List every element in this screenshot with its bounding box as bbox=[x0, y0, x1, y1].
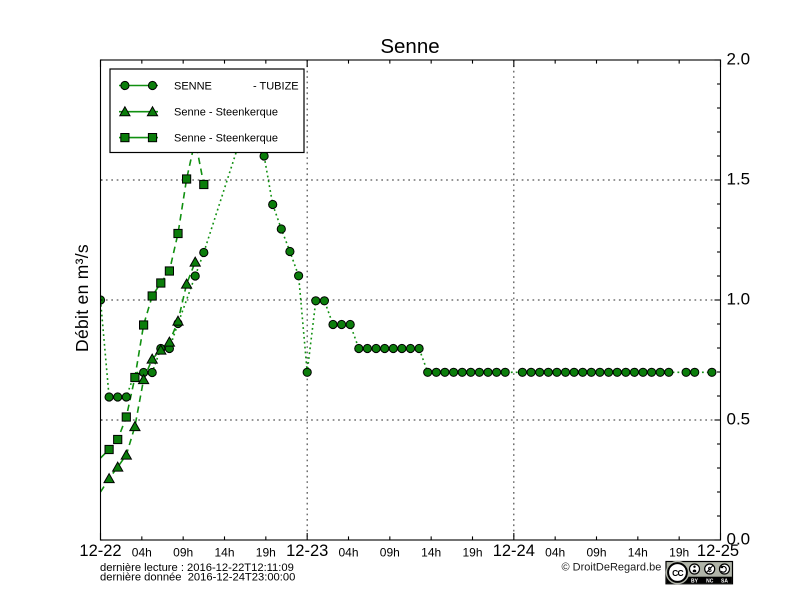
svg-text:04h: 04h bbox=[338, 546, 358, 560]
svg-text:Senne - Steenkerque: Senne - Steenkerque bbox=[174, 107, 278, 119]
svg-text:dernière donnée 2016-12-24T23: dernière donnée 2016-12-24T23:00:00 bbox=[100, 571, 295, 583]
svg-text:14h: 14h bbox=[628, 546, 648, 560]
svg-text:- TUBIZE: - TUBIZE bbox=[253, 81, 299, 93]
svg-text:Senne - Steenkerque: Senne - Steenkerque bbox=[174, 133, 278, 145]
svg-text:$: $ bbox=[708, 567, 712, 574]
svg-text:NC: NC bbox=[706, 578, 714, 584]
svg-text:SENNE: SENNE bbox=[174, 81, 212, 93]
svg-text:0.0: 0.0 bbox=[727, 530, 751, 549]
svg-text:© DroitDeRegard.be: © DroitDeRegard.be bbox=[562, 562, 662, 574]
svg-text:14h: 14h bbox=[421, 546, 441, 560]
svg-text:09h: 09h bbox=[173, 546, 193, 560]
svg-text:Débit en m³/s: Débit en m³/s bbox=[72, 244, 92, 352]
svg-text:09h: 09h bbox=[380, 546, 400, 560]
svg-text:12-24: 12-24 bbox=[493, 542, 535, 560]
svg-text:14h: 14h bbox=[214, 546, 234, 560]
svg-text:19h: 19h bbox=[462, 546, 482, 560]
svg-text:CC: CC bbox=[672, 568, 683, 578]
svg-text:dernière lecture : 2016-12-22T: dernière lecture : 2016-12-22T12:11:09 bbox=[100, 562, 294, 574]
svg-text:12-22: 12-22 bbox=[79, 542, 121, 560]
svg-text:04h: 04h bbox=[545, 546, 565, 560]
svg-text:12-23: 12-23 bbox=[286, 542, 328, 560]
svg-text:04h: 04h bbox=[132, 546, 152, 560]
svg-text:Senne: Senne bbox=[380, 35, 439, 58]
svg-text:0.5: 0.5 bbox=[727, 410, 751, 429]
svg-text:1.5: 1.5 bbox=[727, 170, 751, 189]
svg-text:12-25: 12-25 bbox=[697, 542, 739, 560]
svg-text:2.0: 2.0 bbox=[727, 50, 751, 69]
svg-text:19h: 19h bbox=[256, 546, 276, 560]
svg-text:09h: 09h bbox=[586, 546, 606, 560]
svg-text:SA: SA bbox=[721, 578, 728, 584]
svg-text:BY: BY bbox=[691, 578, 699, 584]
svg-text:1.0: 1.0 bbox=[727, 290, 751, 309]
svg-text:19h: 19h bbox=[669, 546, 689, 560]
